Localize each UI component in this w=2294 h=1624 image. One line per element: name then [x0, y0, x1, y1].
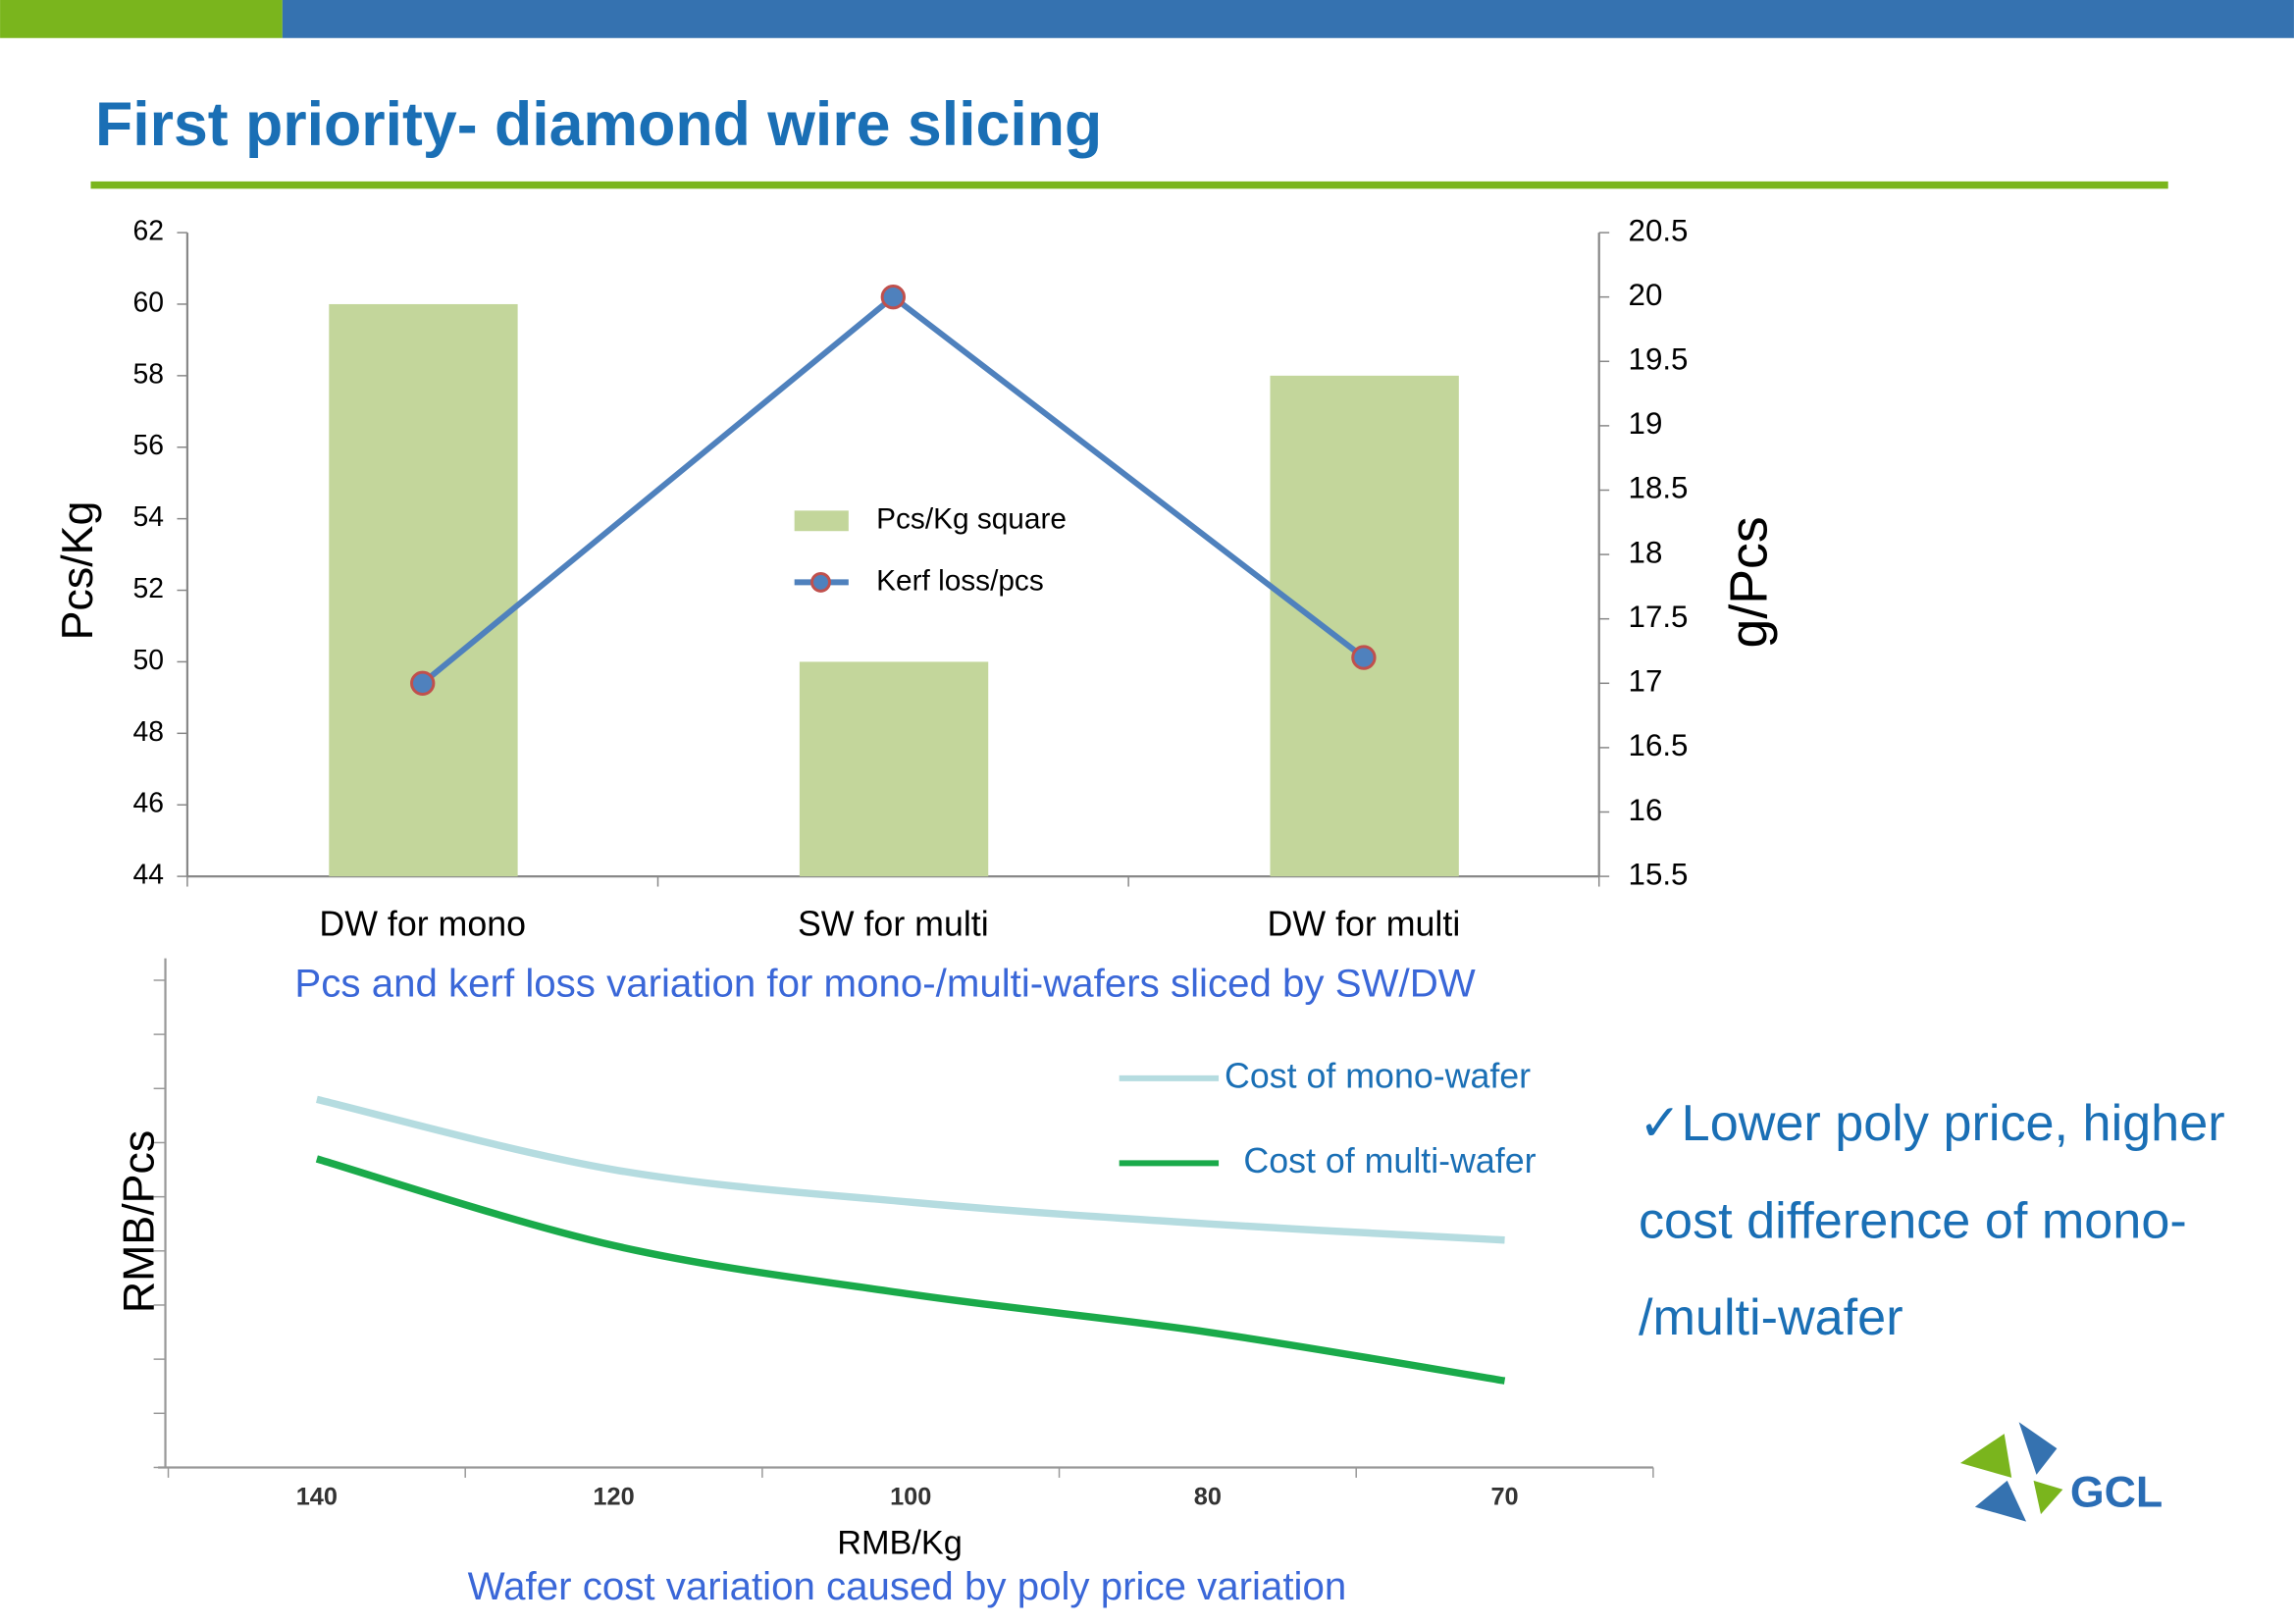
- header-blue: [282, 0, 2294, 38]
- legend-label: Cost of mono-wafer: [1225, 1056, 1531, 1095]
- y-tick-label: 58: [133, 358, 164, 390]
- y2-tick-label: 18.5: [1629, 471, 1689, 505]
- title-rule: [90, 181, 2168, 189]
- bullet-line: /multi-wafer: [1639, 1289, 1903, 1346]
- chart-caption: Wafer cost variation caused by poly pric…: [468, 1564, 1347, 1608]
- y2-tick-label: 15.5: [1629, 857, 1689, 891]
- bar: [329, 303, 518, 877]
- y-tick-label: 62: [133, 216, 164, 247]
- y-tick-label: 46: [133, 788, 164, 819]
- y-tick-label: 54: [133, 501, 164, 533]
- chart-caption: Pcs and kerf loss variation for mono-/mu…: [294, 962, 1475, 1006]
- line-marker: [410, 670, 436, 696]
- legend-label: Pcs/Kg square: [876, 503, 1067, 536]
- logo-text: GCL: [2070, 1469, 2163, 1517]
- y-tick-label: 44: [133, 860, 164, 891]
- y-axis-label: Pcs/Kg: [54, 501, 102, 641]
- line: [316, 1095, 1505, 1244]
- line-marker: [880, 284, 906, 310]
- y2-tick-label: 19.5: [1629, 342, 1689, 377]
- bullet-line: cost difference of mono-: [1639, 1193, 2187, 1250]
- y-tick-label: 50: [133, 645, 164, 676]
- legend-swatch: [794, 510, 849, 532]
- logo-shape: [1959, 1434, 2012, 1478]
- y-tick-label: 60: [133, 287, 164, 318]
- y2-tick-label: 16: [1629, 793, 1663, 827]
- logo-shape: [1974, 1480, 2027, 1522]
- bar: [1270, 375, 1459, 877]
- y-tick-label: 56: [133, 430, 164, 461]
- legend-label: Cost of multi-wafer: [1243, 1141, 1536, 1180]
- y2-axis-label: g/Pcs: [1719, 516, 1778, 648]
- x-tick-label: 140: [296, 1483, 338, 1510]
- header-green: [0, 0, 283, 38]
- x-tick-label: 80: [1194, 1483, 1222, 1510]
- y2-tick-label: 18: [1629, 535, 1663, 569]
- y2-tick-label: 20: [1629, 278, 1663, 312]
- x-tick-label: 70: [1490, 1483, 1518, 1510]
- slide-title: First priority- diamond wire slicing: [95, 90, 1102, 159]
- y2-tick-label: 17.5: [1629, 600, 1689, 634]
- legend-marker: [810, 571, 831, 593]
- logo: GCL: [1959, 1422, 2163, 1522]
- x-tick-label: DW for multi: [1268, 904, 1461, 943]
- x-axis-label: RMB/Kg: [837, 1525, 963, 1562]
- logo-shape: [2033, 1480, 2063, 1515]
- y-tick-label: 48: [133, 716, 164, 748]
- y2-tick-label: 17: [1629, 664, 1663, 699]
- bar: [799, 661, 989, 877]
- line: [315, 1155, 1506, 1385]
- y2-tick-label: 16.5: [1629, 728, 1689, 762]
- x-tick-label: DW for mono: [319, 904, 526, 943]
- logo-shape: [2018, 1422, 2058, 1475]
- legend-label: Kerf loss/pcs: [876, 564, 1044, 597]
- x-tick-label: 120: [593, 1483, 634, 1510]
- y-axis-label: RMB/Pcs: [116, 1130, 164, 1313]
- line: [420, 292, 1366, 686]
- x-tick-label: SW for multi: [798, 904, 989, 943]
- y2-tick-label: 20.5: [1629, 213, 1689, 247]
- line-marker: [1351, 645, 1377, 670]
- bullet-line: ✓Lower poly price, higher: [1639, 1095, 2225, 1152]
- y-tick-label: 52: [133, 573, 164, 604]
- y2-tick-label: 19: [1629, 406, 1663, 441]
- x-tick-label: 100: [890, 1483, 931, 1510]
